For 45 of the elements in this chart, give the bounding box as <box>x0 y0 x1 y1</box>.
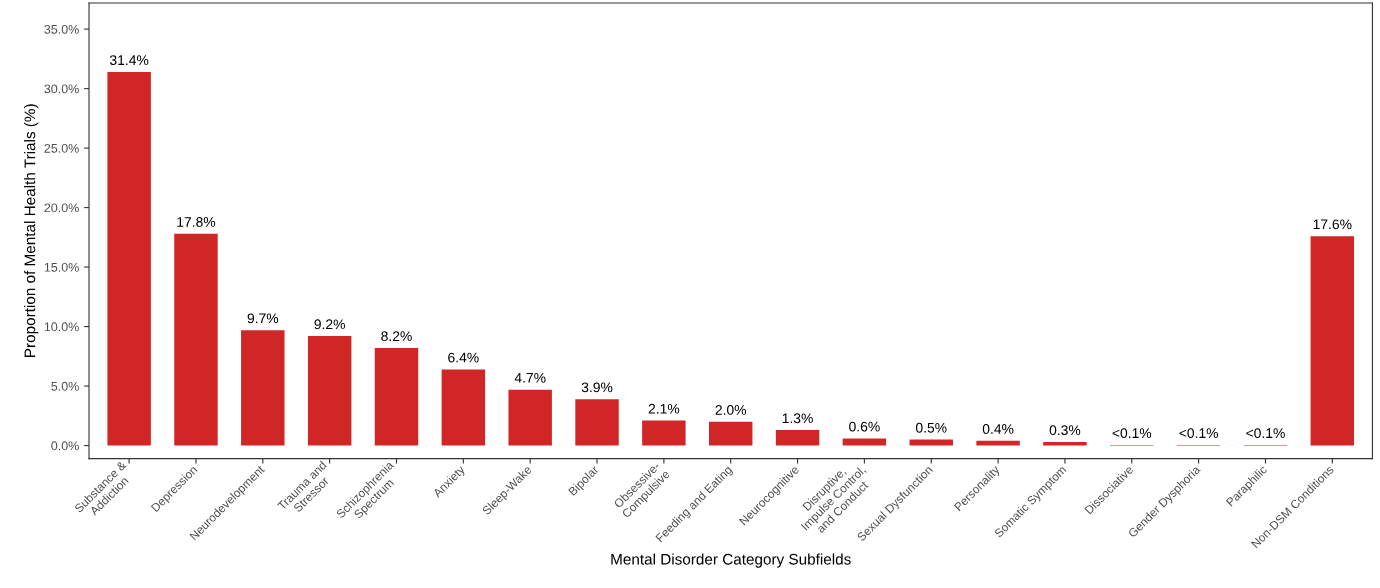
y-tick-label: 10.0% <box>44 322 79 332</box>
y-tick-label: 15.0% <box>44 262 79 272</box>
data-label: <0.1% <box>1246 428 1285 439</box>
bar <box>241 330 285 446</box>
x-axis-title: Mental Disorder Category Subfields <box>611 553 851 568</box>
y-tick-label: 5.0% <box>51 381 79 391</box>
bar <box>976 440 1020 446</box>
bar <box>642 420 686 446</box>
y-axis-title: Proportion of Mental Health Trials (%) <box>24 104 39 357</box>
y-tick-label: 0.0% <box>51 441 79 451</box>
data-label: 1.3% <box>782 413 813 424</box>
bar <box>775 430 820 446</box>
data-label: 0.4% <box>982 424 1014 434</box>
bar <box>107 71 151 446</box>
bar <box>1310 236 1355 446</box>
data-label: 8.2% <box>381 331 412 342</box>
bar <box>575 399 619 446</box>
data-label: 2.1% <box>648 403 680 414</box>
data-label: 3.9% <box>581 382 613 393</box>
y-tick-label: 35.0% <box>44 24 79 34</box>
data-label: 31.4% <box>109 55 149 66</box>
data-label: 4.7% <box>514 372 546 383</box>
y-tick-label: 25.0% <box>44 143 79 153</box>
data-label: 2.0% <box>715 405 747 415</box>
data-label: 17.6% <box>1313 219 1352 230</box>
bar <box>708 421 753 446</box>
bar <box>1043 441 1087 446</box>
bar <box>174 233 218 446</box>
data-label: 9.2% <box>314 319 345 330</box>
bar <box>307 336 352 446</box>
y-tick-label: 30.0% <box>44 84 79 94</box>
data-label: <0.1% <box>1179 428 1219 439</box>
data-label: 0.3% <box>1049 425 1081 436</box>
data-label: 9.7% <box>247 313 279 324</box>
data-label: <0.1% <box>1112 428 1152 439</box>
data-label: 0.6% <box>849 421 880 432</box>
bar <box>909 439 953 446</box>
bar <box>374 347 419 446</box>
data-label: 17.8% <box>177 217 216 227</box>
y-tick-label: 20.0% <box>44 203 79 213</box>
bar <box>508 389 552 446</box>
bar <box>842 438 887 446</box>
data-label: 6.4% <box>448 352 479 363</box>
data-label: 0.5% <box>915 422 947 433</box>
bar <box>441 369 486 446</box>
